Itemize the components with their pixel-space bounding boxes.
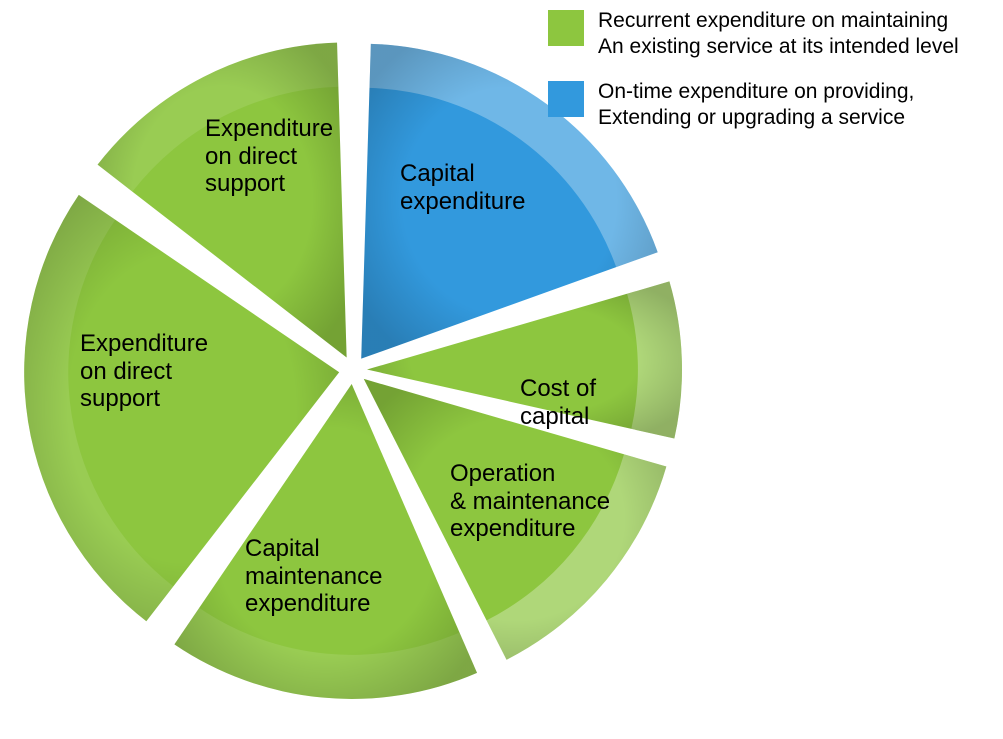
chart-stage: Capital expenditureCost of capitalOperat…: [0, 0, 1003, 739]
legend-swatch-capex: [548, 81, 584, 117]
legend-item-opex: Recurrent expenditure on maintaining An …: [548, 8, 959, 61]
legend-item-capex: On-time expenditure on providing, Extend…: [548, 79, 959, 132]
legend-label-capex: On-time expenditure on providing, Extend…: [598, 79, 914, 132]
legend-swatch-opex: [548, 10, 584, 46]
legend-label-opex: Recurrent expenditure on maintaining An …: [598, 8, 959, 61]
legend: Recurrent expenditure on maintaining An …: [548, 8, 959, 149]
